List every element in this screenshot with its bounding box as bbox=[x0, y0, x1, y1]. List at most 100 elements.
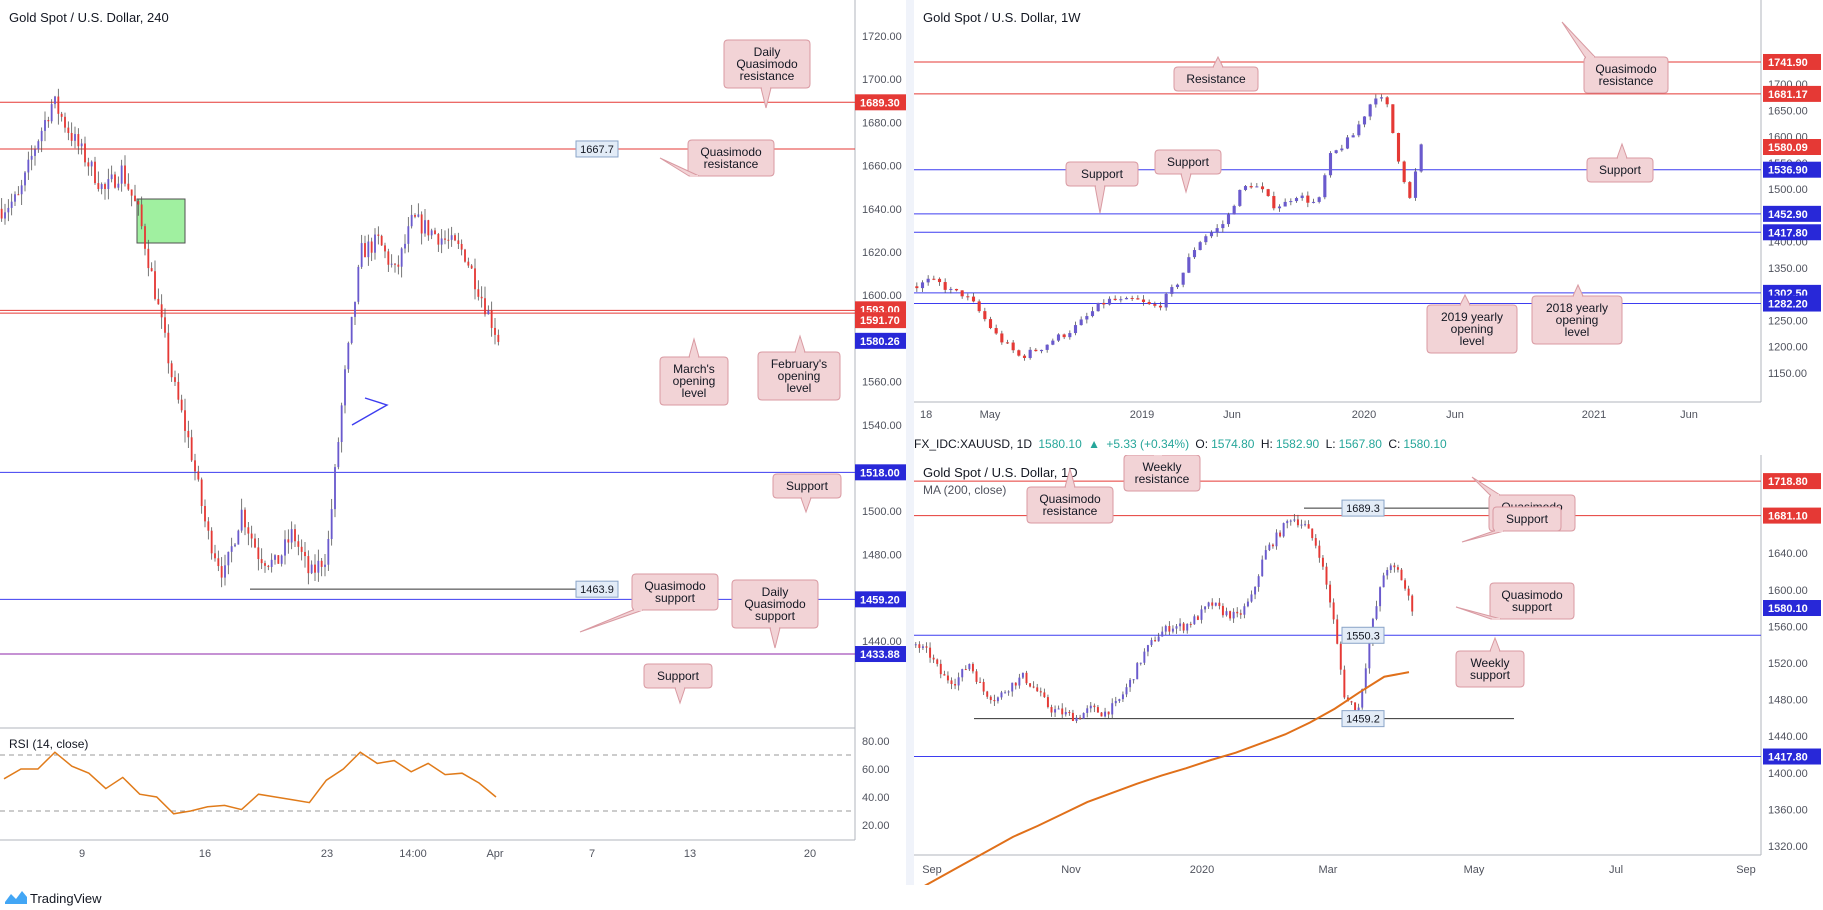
bear-candle bbox=[1071, 712, 1074, 722]
price-badge-text: 1580.10 bbox=[1768, 603, 1808, 615]
bear-candle bbox=[915, 286, 919, 289]
bull-candle bbox=[1121, 694, 1124, 700]
bull-candle bbox=[1056, 334, 1061, 341]
bull-candle bbox=[334, 467, 336, 510]
bull-candle bbox=[37, 141, 40, 150]
bear-candle bbox=[946, 675, 949, 681]
bull-candle bbox=[1375, 606, 1378, 619]
price-badge-text: 1689.30 bbox=[860, 97, 900, 109]
axis-tick-label: Mar bbox=[1319, 864, 1338, 876]
bull-candle bbox=[1164, 293, 1168, 308]
tradingview-brand[interactable]: TradingView bbox=[30, 891, 102, 906]
bear-candle bbox=[1032, 686, 1035, 688]
bull-candle bbox=[224, 565, 226, 578]
price-badge-text: 1591.70 bbox=[860, 315, 900, 327]
chart-title: Gold Spot / U.S. Dollar, 1W bbox=[923, 10, 1081, 25]
callout-support[interactable]: Support bbox=[1065, 161, 1139, 214]
bull-candle bbox=[410, 214, 413, 227]
bull-candle bbox=[1204, 606, 1207, 610]
bull-candle bbox=[1139, 662, 1142, 664]
callout-text: Quasimodo bbox=[644, 579, 706, 593]
level-tag-text: 1459.2 bbox=[1346, 714, 1380, 726]
d1-chart-panel[interactable]: Gold Spot / U.S. Dollar, 1D MA (200, clos… bbox=[914, 455, 1823, 885]
callout-support[interactable]: Support bbox=[772, 473, 842, 514]
bear-candle bbox=[1153, 304, 1157, 306]
bear-candle bbox=[144, 226, 146, 249]
axis-tick-label: Apr bbox=[486, 848, 503, 860]
price-badge-text: 1417.80 bbox=[1768, 227, 1808, 239]
bear-candle bbox=[470, 265, 473, 269]
bull-candle bbox=[284, 539, 286, 556]
price-badge bbox=[855, 591, 906, 608]
callout-text: Quasimodo bbox=[1501, 588, 1563, 602]
callout-support[interactable]: Support bbox=[1154, 149, 1222, 194]
bear-candle bbox=[170, 363, 173, 378]
bear-candle bbox=[954, 684, 957, 686]
bull-candle bbox=[1187, 257, 1191, 273]
axis-tick-label: Sep bbox=[922, 864, 942, 876]
axis-tick-label: 1640.00 bbox=[862, 204, 902, 216]
axis-tick-label: 80.00 bbox=[862, 736, 890, 748]
w1-chart-svg[interactable]: Gold Spot / U.S. Dollar, 1W1700.001650.0… bbox=[914, 0, 1823, 433]
callout-support[interactable]: Support bbox=[1586, 142, 1654, 183]
callout-text: Quasimodo bbox=[744, 597, 806, 611]
callout-text: resistance bbox=[704, 157, 759, 171]
tradingview-logo-icon[interactable] bbox=[4, 888, 28, 906]
bear-candle bbox=[87, 162, 90, 167]
callout-box bbox=[643, 663, 713, 689]
callout-support[interactable]: Support bbox=[643, 663, 713, 705]
bear-candle bbox=[1000, 333, 1004, 343]
h4-chart-svg[interactable]: Gold Spot / U.S. Dollar, 240 1720.00 1700.… bbox=[0, 0, 906, 885]
vertical-divider[interactable] bbox=[906, 0, 914, 885]
bear-candle bbox=[257, 547, 260, 560]
bear-candle bbox=[1400, 569, 1403, 581]
bear-candle bbox=[287, 539, 290, 543]
bull-candle bbox=[1289, 520, 1292, 522]
bull-candle bbox=[949, 288, 953, 290]
callout-box bbox=[1531, 295, 1623, 345]
h4-chart-panel[interactable]: Gold Spot / U.S. Dollar, 240 1720.00 1700.… bbox=[0, 0, 906, 885]
bear-candle bbox=[936, 659, 939, 664]
bear-candle bbox=[490, 310, 493, 328]
level-tag-text: 1463.9 bbox=[580, 584, 614, 596]
bull-candle bbox=[1293, 519, 1296, 521]
callout-support[interactable]: Support bbox=[1461, 506, 1562, 543]
bull-candle bbox=[1243, 186, 1248, 190]
arrow-annotation[interactable] bbox=[351, 397, 389, 426]
bull-candle bbox=[1268, 544, 1271, 551]
bear-candle bbox=[1136, 298, 1140, 300]
w1-chart-panel[interactable]: Gold Spot / U.S. Dollar, 1W 1700.00 1650.0… bbox=[914, 0, 1823, 433]
callout-text: level bbox=[787, 381, 812, 395]
bull-candle bbox=[1374, 98, 1378, 105]
bear-candle bbox=[1393, 565, 1396, 568]
bear-candle bbox=[297, 541, 300, 547]
bull-candle bbox=[310, 564, 313, 574]
callout-box bbox=[1455, 650, 1525, 688]
d1-chart-svg[interactable]: Gold Spot / U.S. Dollar, 1D MA (200, clos… bbox=[914, 455, 1823, 885]
bull-candle bbox=[227, 551, 230, 566]
bull-candle bbox=[10, 201, 13, 208]
bull-candle bbox=[1257, 576, 1260, 587]
callout-resistance[interactable]: Resistance bbox=[1173, 55, 1259, 92]
bull-candle bbox=[274, 555, 276, 560]
bull-candle bbox=[1096, 302, 1100, 312]
bear-candle bbox=[420, 214, 423, 234]
bear-candle bbox=[480, 296, 483, 299]
bull-candle bbox=[327, 539, 330, 565]
axis-tick-label: 1500.00 bbox=[1768, 184, 1808, 196]
price-badge-text: 1741.90 bbox=[1768, 57, 1808, 69]
bull-candle bbox=[40, 130, 43, 142]
